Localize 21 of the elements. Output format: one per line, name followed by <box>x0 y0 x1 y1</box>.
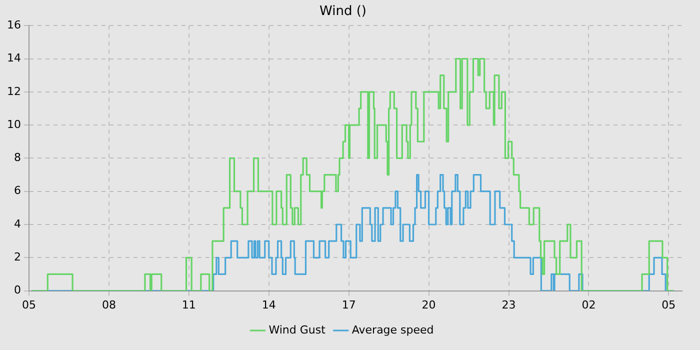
y-tick-label: 10 <box>6 118 21 131</box>
x-tick-label: 23 <box>502 298 516 312</box>
x-tick-label: 05 <box>662 298 676 312</box>
legend-label: Wind Gust <box>268 323 326 336</box>
y-tick-label: 2 <box>14 250 21 264</box>
x-tick-label: 14 <box>262 298 276 312</box>
x-tick-label: 20 <box>422 298 436 312</box>
x-tick-label: 05 <box>22 298 36 312</box>
y-tick-label: 12 <box>6 84 21 98</box>
y-tick-label: 16 <box>6 18 21 32</box>
y-tick-label: 4 <box>14 217 21 230</box>
x-tick-label: 02 <box>582 298 596 312</box>
y-tick-label: 8 <box>14 151 21 164</box>
x-tick-label: 08 <box>102 298 116 312</box>
y-tick-label: 14 <box>6 52 21 65</box>
y-tick-label: 0 <box>14 284 21 297</box>
chart-title: Wind () <box>320 4 366 20</box>
x-tick-label: 11 <box>182 298 196 312</box>
y-tick-label: 6 <box>14 184 21 198</box>
legend-label: Average speed <box>352 323 434 336</box>
x-tick-label: 17 <box>342 298 356 312</box>
